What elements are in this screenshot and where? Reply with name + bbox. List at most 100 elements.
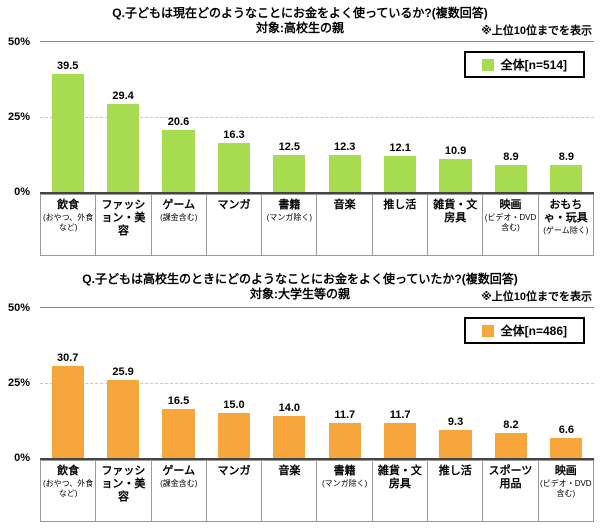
- bar: [51, 365, 84, 458]
- bar-column: 14.0: [262, 308, 317, 458]
- bar: [384, 422, 417, 458]
- bar: [328, 155, 361, 192]
- bar-value-label: 10.9: [444, 145, 467, 158]
- category-name: 映画: [499, 199, 522, 211]
- bar: [217, 413, 250, 458]
- category-cell: 飲食 (おやつ、外食など): [40, 194, 97, 256]
- bar-value-label: 30.7: [56, 351, 79, 364]
- gridline-25: [40, 383, 594, 384]
- bar-value-label: 15.0: [223, 399, 245, 411]
- category-cell: 映画 (ビデオ・DVD含む): [482, 194, 539, 256]
- bar-value-label: 8.2: [503, 419, 519, 432]
- y-tick-label: 0%: [14, 186, 30, 198]
- bar-value-label: 8.9: [558, 151, 574, 164]
- bar-value-label: 12.3: [334, 141, 356, 154]
- bar: [439, 159, 472, 192]
- category-name: 推し活: [438, 465, 472, 477]
- category-note: (マンガ除く): [321, 479, 368, 488]
- category-cell: 書籍 (マンガ除く): [261, 194, 318, 256]
- category-name: 雑貨・文房具: [377, 465, 422, 490]
- bar-column: 12.1: [372, 42, 427, 192]
- bar-value-label: 11.7: [389, 408, 411, 421]
- category-name: おもちゃ・玩具: [543, 199, 588, 224]
- chart-subtitle: 対象:大学生等の親: [250, 287, 350, 301]
- bars: 39.5 29.4 20.6 16.3 12.5 12.3 12.1 10.9 8.9 8.9: [40, 42, 594, 192]
- chart-note: ※上位10位までを表示: [481, 25, 592, 37]
- category-cell: 音楽: [316, 194, 373, 256]
- category-cell: スポーツ用品: [482, 460, 539, 522]
- category-cell: おもちゃ・玩具 (ゲーム除く): [537, 194, 594, 256]
- category-cell: ファッション・美容: [95, 460, 152, 522]
- category-cell: 音楽: [261, 460, 318, 522]
- bar-value-label: 6.6: [558, 424, 574, 437]
- legend-swatch-icon: [481, 324, 494, 337]
- bar-value-label: 12.5: [278, 140, 301, 153]
- bar-value-label: 9.3: [447, 416, 464, 429]
- category-name: 音楽: [278, 465, 301, 477]
- bar-column: 25.9: [95, 308, 150, 458]
- category-name: ゲーム: [162, 199, 196, 211]
- bar: [107, 380, 140, 458]
- chart-title: Q.子どもは高校生のときにどのようなことにお金をよく使っていたか?(複数回答): [82, 272, 518, 286]
- chart-title: Q.子どもは現在どのようなことにお金をよく使っているか?(複数回答): [112, 6, 488, 20]
- bar-column: 16.3: [206, 42, 261, 192]
- bar: [494, 433, 528, 458]
- category-row: 飲食 (おやつ、外食など) ファッション・美容 ゲーム (課金含む) マンガ 音楽 書籍 (マン…: [40, 460, 594, 522]
- bar: [439, 430, 472, 458]
- bar: [107, 103, 140, 192]
- category-name: ファッション・美容: [101, 199, 146, 237]
- bar-value-label: 16.3: [223, 129, 245, 142]
- category-name: 飲食: [57, 199, 80, 211]
- bar: [273, 416, 306, 458]
- category-note: (ビデオ・DVD含む): [540, 479, 592, 498]
- chart-subtitle: 対象:高校生の親: [256, 21, 344, 35]
- bar-value-label: 8.9: [503, 151, 519, 164]
- legend-label: 全体[n=514]: [500, 58, 567, 72]
- category-row: 飲食 (おやつ、外食など) ファッション・美容 ゲーム (課金含む) マンガ 書籍 (マンガ除…: [40, 194, 594, 256]
- bar-value-label: 29.4: [112, 89, 134, 102]
- bar-value-label: 11.7: [334, 408, 356, 421]
- bar-column: 6.6: [539, 308, 594, 458]
- category-name: マンガ: [217, 199, 251, 211]
- bar-column: 12.3: [317, 42, 372, 192]
- category-cell: 推し活: [371, 194, 429, 256]
- bar: [217, 143, 250, 192]
- bar: [494, 165, 528, 192]
- category-name: 書籍: [278, 199, 301, 211]
- category-name: ファッション・美容: [101, 465, 146, 503]
- category-name: 音楽: [333, 199, 356, 211]
- category-note: (マンガ除く): [266, 213, 312, 222]
- bar-value-label: 14.0: [278, 402, 301, 414]
- category-cell: マンガ: [205, 460, 263, 522]
- bar: [384, 155, 417, 192]
- y-tick-label: 50%: [7, 36, 30, 48]
- bar: [162, 130, 195, 192]
- chart-head: 対象:大学生等の親 ※上位10位までを表示: [0, 287, 600, 304]
- y-axis: 50% 25% 0%: [0, 302, 34, 464]
- bar-column: 10.9: [428, 42, 483, 192]
- bar-column: 8.2: [483, 308, 538, 458]
- bars: 30.7 25.9 16.5 15.0 14.0 11.7 11.7 9.3 8.2 6.6: [40, 308, 594, 458]
- bar: [550, 165, 583, 192]
- bar-column: 8.9: [539, 42, 594, 192]
- category-name: 推し活: [383, 199, 417, 211]
- category-name: 雑貨・文房具: [433, 199, 478, 224]
- category-note: (おやつ、外食など): [42, 479, 94, 498]
- legend-label: 全体[n=486]: [500, 324, 567, 338]
- bar: [328, 422, 361, 458]
- category-cell: 雑貨・文房具: [371, 460, 429, 522]
- y-tick-label: 50%: [7, 302, 30, 314]
- category-cell: ゲーム (課金含む): [150, 194, 207, 256]
- category-name: スポーツ用品: [488, 465, 533, 490]
- category-name: 映画: [554, 465, 577, 477]
- y-axis: 50% 25% 0%: [0, 36, 34, 198]
- category-note: (おやつ、外食など): [42, 213, 94, 232]
- category-note: (課金含む): [160, 479, 198, 488]
- chart-head: 対象:高校生の親 ※上位10位までを表示: [0, 21, 600, 38]
- bar-value-label: 20.6: [167, 116, 190, 129]
- y-tick-label: 0%: [14, 452, 30, 464]
- category-note: (ゲーム除く): [543, 226, 589, 235]
- category-cell: ファッション・美容: [95, 194, 152, 256]
- category-cell: 飲食 (おやつ、外食など): [40, 460, 97, 522]
